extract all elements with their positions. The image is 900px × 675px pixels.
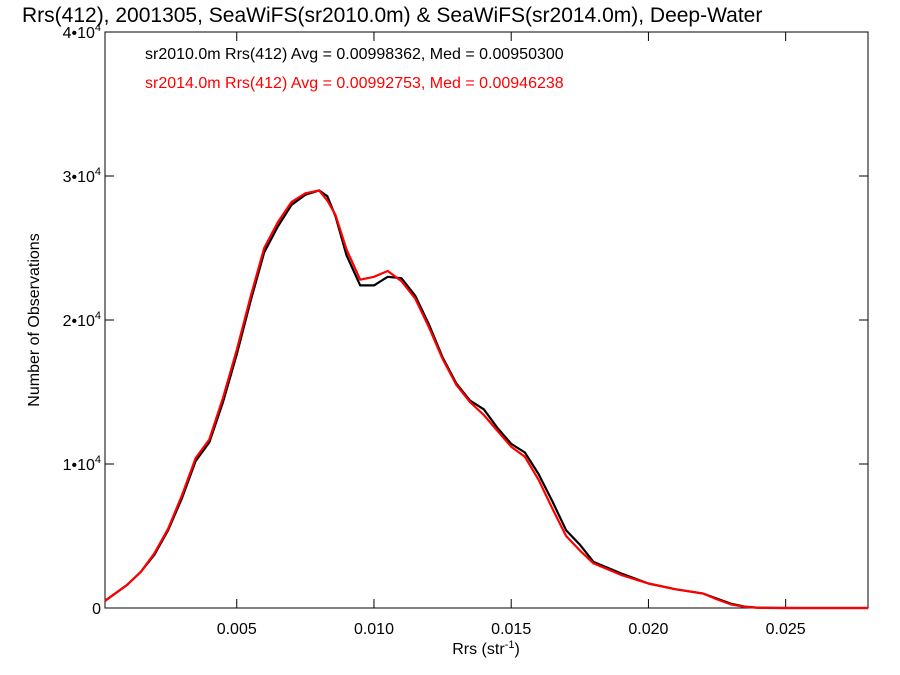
y-tick-label-base: 4•10 xyxy=(63,25,95,42)
x-axis-label-tail: ) xyxy=(514,641,519,658)
y-tick-label-base: 0 xyxy=(92,601,101,618)
y-tick-label-exponent: 4 xyxy=(95,454,101,466)
y-tick-label-exponent: 4 xyxy=(95,166,101,178)
y-tick-label: 2•104 xyxy=(63,310,101,330)
y-tick-label-base: 2•10 xyxy=(63,313,95,330)
x-tick-label: 0.015 xyxy=(491,621,531,638)
y-axis-label: Number of Observations xyxy=(26,233,43,406)
chart-title: Rrs(412), 2001305, SeaWiFS(sr2010.0m) & … xyxy=(22,4,762,27)
plot-area-frame xyxy=(104,31,869,609)
y-tick-label: 3•104 xyxy=(63,166,101,186)
x-axis-label: Rrs (str-1) xyxy=(452,639,520,658)
legend-entry-sr2014: sr2014.0m Rrs(412) Avg = 0.00992753, Med… xyxy=(145,75,564,92)
y-tick-label-exponent: 4 xyxy=(95,310,101,322)
y-tick-label-base: 3•10 xyxy=(63,169,95,186)
y-tick-label: 0 xyxy=(92,601,101,618)
x-tick-label: 0.005 xyxy=(217,621,257,638)
x-axis-label-main: Rrs (str xyxy=(452,641,505,658)
x-tick-label: 0.010 xyxy=(354,621,394,638)
legend: sr2010.0m Rrs(412) Avg = 0.00998362, Med… xyxy=(145,46,564,92)
y-tick-label: 1•104 xyxy=(63,454,101,474)
x-tick-label: 0.025 xyxy=(766,621,806,638)
y-tick-label-exponent: 4 xyxy=(95,22,101,34)
y-tick-label: 4•104 xyxy=(63,22,101,42)
x-tick-label: 0.020 xyxy=(628,621,668,638)
series-layer xyxy=(104,189,868,610)
series-sr2014-line xyxy=(104,189,868,610)
x-axis-label-exponent: -1 xyxy=(505,639,515,651)
series-sr2010-line xyxy=(104,189,868,610)
y-tick-label-base: 1•10 xyxy=(63,457,95,474)
x-axis: 0.005 0.010 0.015 0.020 0.025 xyxy=(217,32,806,638)
legend-entry-sr2010: sr2010.0m Rrs(412) Avg = 0.00998362, Med… xyxy=(145,46,564,63)
